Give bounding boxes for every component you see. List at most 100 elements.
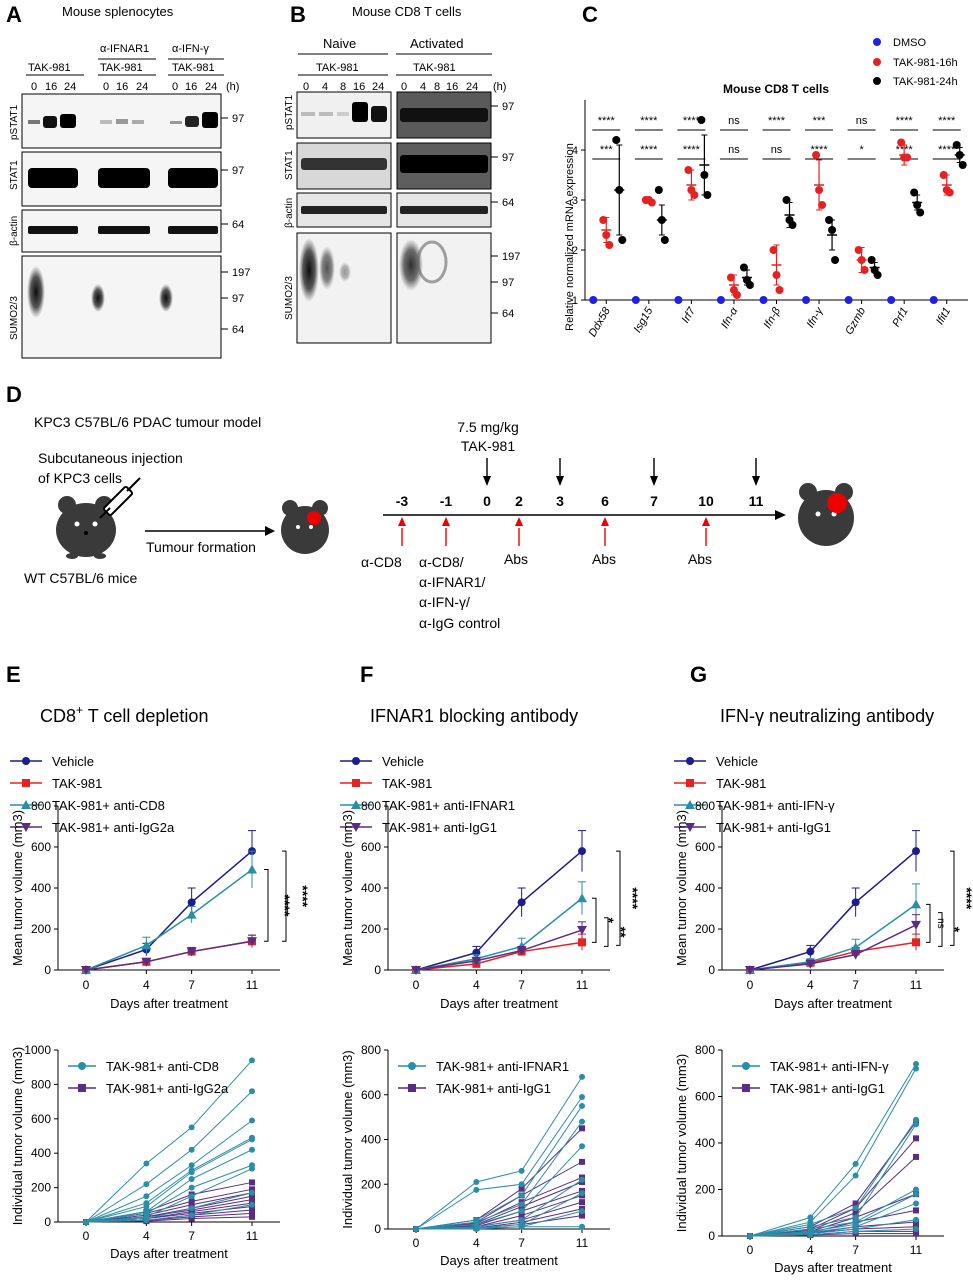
bands-b <box>299 102 488 302</box>
marker-point <box>471 956 482 966</box>
significance-bracket <box>938 912 943 947</box>
y-axis-label: Mean tumor volume (mm3) <box>340 810 355 966</box>
series-line <box>415 941 583 971</box>
legend-c-24h: TAK-981-24h <box>893 76 958 88</box>
legend-label: TAK-981+ anti-IgG1 <box>716 820 831 835</box>
marker-point <box>143 1160 150 1167</box>
marker-point <box>143 1193 150 1200</box>
marker-point <box>913 1200 919 1207</box>
data-point <box>782 196 791 204</box>
marker-point <box>913 1153 919 1160</box>
mw-a: 97 97 64 197 97 64 <box>221 113 250 336</box>
tp-b-6: 0 <box>401 81 407 93</box>
individual-line <box>415 1190 583 1230</box>
series-line <box>85 850 253 971</box>
data-point <box>618 236 627 244</box>
marker-point <box>351 800 361 809</box>
mw-a-sumo-2: 97 <box>232 293 244 305</box>
data-point <box>929 296 938 304</box>
marker-point <box>686 757 694 765</box>
formation-label: Tumour formation <box>146 539 256 555</box>
data-point <box>910 188 919 197</box>
mw-b-pstat1: 97 <box>502 101 514 113</box>
marker-point <box>249 1201 255 1208</box>
marker-point <box>912 847 920 856</box>
tp-a-2: 16 <box>45 81 57 93</box>
marker-point <box>852 1205 859 1212</box>
x-tick-label: Irf7 <box>680 305 699 326</box>
y-axis-label: Mean tumor volume (mm3) <box>10 810 25 966</box>
individual-line <box>85 1192 253 1223</box>
syringe-icon <box>99 477 141 519</box>
group-label-ifnar1: α-IFNAR1 <box>100 43 149 55</box>
marker-point <box>579 1158 585 1165</box>
tp-a-6: 24 <box>136 81 148 93</box>
data-point <box>612 136 621 144</box>
data-point <box>860 266 869 274</box>
panel-a: A Mouse splenocytes α-IFNAR1 α-IFN-γ TAK… <box>6 2 250 359</box>
individual-line <box>749 1228 917 1237</box>
legend-label: TAK-981+ anti-IgG1 <box>382 820 497 835</box>
data-point <box>690 191 699 199</box>
series-line <box>415 929 583 971</box>
y-tick-label: 2 <box>572 245 578 257</box>
marker-point <box>579 1118 585 1125</box>
legend-c-dot-24h <box>873 77 881 85</box>
individual-line <box>415 1121 583 1230</box>
significance-bracket <box>264 869 269 942</box>
antibody-arrowhead <box>442 517 450 526</box>
legend-label: TAK-981 <box>716 776 766 791</box>
dose-arrowhead <box>650 476 658 486</box>
marker-point <box>579 1102 585 1109</box>
y-tick-label: 0 <box>374 963 381 977</box>
abs-label-1: Abs <box>504 551 528 567</box>
x-tick-label: 4 <box>473 1236 480 1250</box>
marker-point <box>249 1179 255 1186</box>
marker-point <box>578 847 586 856</box>
tp-b-10: 24 <box>466 81 478 93</box>
marker-point <box>685 800 695 809</box>
x-axis-label: Days after treatment <box>774 1260 892 1275</box>
data-point <box>772 271 781 279</box>
mouse-tumour-icon <box>281 500 329 554</box>
significance-label: * <box>947 927 963 933</box>
x-tick-label: 0 <box>83 978 90 992</box>
y-tick-label: 0 <box>374 1222 381 1236</box>
significance-label: **** <box>959 887 973 909</box>
tp-a-9: 24 <box>205 81 217 93</box>
individual-line <box>415 1145 583 1230</box>
tp-b-9: 16 <box>446 81 458 93</box>
x-tick-label: 0 <box>747 978 754 992</box>
panel-e-title: CD8+ T cell depletion <box>40 703 208 726</box>
tp-b-7: 4 <box>420 81 426 93</box>
significance-label: **** <box>598 115 616 127</box>
marker-point <box>351 823 361 832</box>
x-tick-label: 11 <box>576 978 589 992</box>
x-tick-label: 11 <box>576 1236 589 1250</box>
series-line <box>749 941 917 971</box>
x-tick-label: 4 <box>807 1243 814 1257</box>
series-line <box>749 903 917 971</box>
data-point <box>703 191 712 199</box>
marker-point <box>188 1193 195 1200</box>
cond-activated: Activated <box>410 36 463 51</box>
marker-point <box>78 1062 86 1070</box>
marker-point <box>188 1169 195 1176</box>
marker-point <box>579 1143 585 1150</box>
marker-point <box>577 893 587 903</box>
blot-a-sumo <box>21 255 222 359</box>
data-point <box>759 296 768 304</box>
data-point <box>897 138 906 147</box>
blot-label-sumo: SUMO2/3 <box>9 296 20 340</box>
marker-point <box>408 1062 416 1070</box>
data-point <box>828 226 837 234</box>
marker-point <box>21 800 31 809</box>
blot-b-label-pstat1: pSTAT1 <box>284 94 295 130</box>
significance-bracket <box>604 917 609 947</box>
marker-point <box>578 938 586 947</box>
legend-label: TAK-981 <box>382 776 432 791</box>
data-point <box>955 151 964 159</box>
series-line <box>415 850 583 971</box>
marker-point <box>807 1231 814 1238</box>
group-drug-1: TAK-981 <box>28 62 71 74</box>
